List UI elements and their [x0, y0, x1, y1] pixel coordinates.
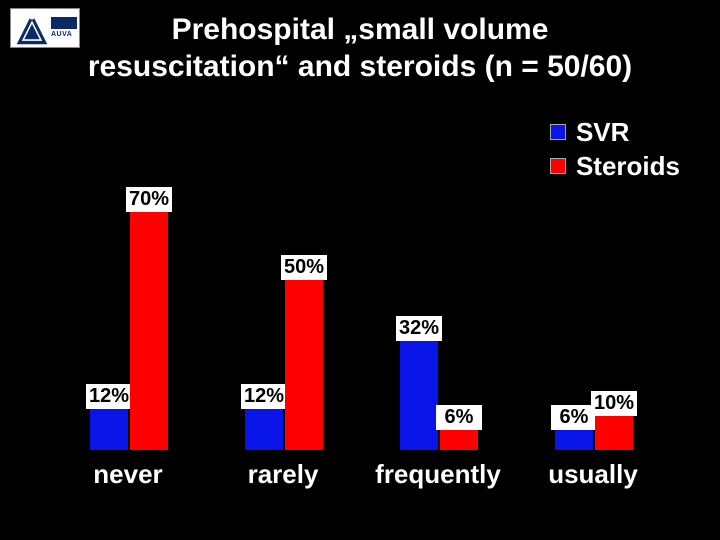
title-line-2: resuscitation“ and steroids (n = 50/60) [88, 50, 632, 83]
x-axis-label: rarely [208, 459, 358, 490]
bar-value-label: 10% [591, 391, 637, 416]
x-axis-label: usually [518, 459, 668, 490]
legend: SVR Steroids [550, 115, 680, 183]
legend-item-svr: SVR [550, 115, 680, 149]
bar [595, 416, 633, 450]
bar [555, 430, 593, 450]
title-line-1: Prehospital „small volume [172, 13, 549, 46]
bar-value-label: 50% [281, 255, 327, 280]
bar [130, 212, 168, 450]
x-axis-label: frequently [363, 459, 513, 490]
x-axis-label: never [53, 459, 203, 490]
legend-label-svr: SVR [576, 117, 629, 148]
slide-title: Prehospital „small volume resuscitation“… [0, 12, 720, 85]
bar [440, 430, 478, 450]
bar-group: 12%70% [90, 110, 210, 450]
legend-label-steroids: Steroids [576, 151, 680, 182]
bar [400, 341, 438, 450]
legend-item-steroids: Steroids [550, 149, 680, 183]
bar [90, 409, 128, 450]
bar-value-label: 70% [126, 187, 172, 212]
bar-value-label: 12% [241, 384, 287, 409]
bar-group: 12%50% [245, 110, 365, 450]
bar-value-label: 32% [396, 316, 442, 341]
legend-swatch-svr [550, 124, 566, 140]
bar-value-label: 12% [86, 384, 132, 409]
bar-group: 32%6% [400, 110, 520, 450]
legend-swatch-steroids [550, 158, 566, 174]
bar [285, 280, 323, 450]
bar [245, 409, 283, 450]
bar-value-label: 6% [436, 405, 482, 430]
